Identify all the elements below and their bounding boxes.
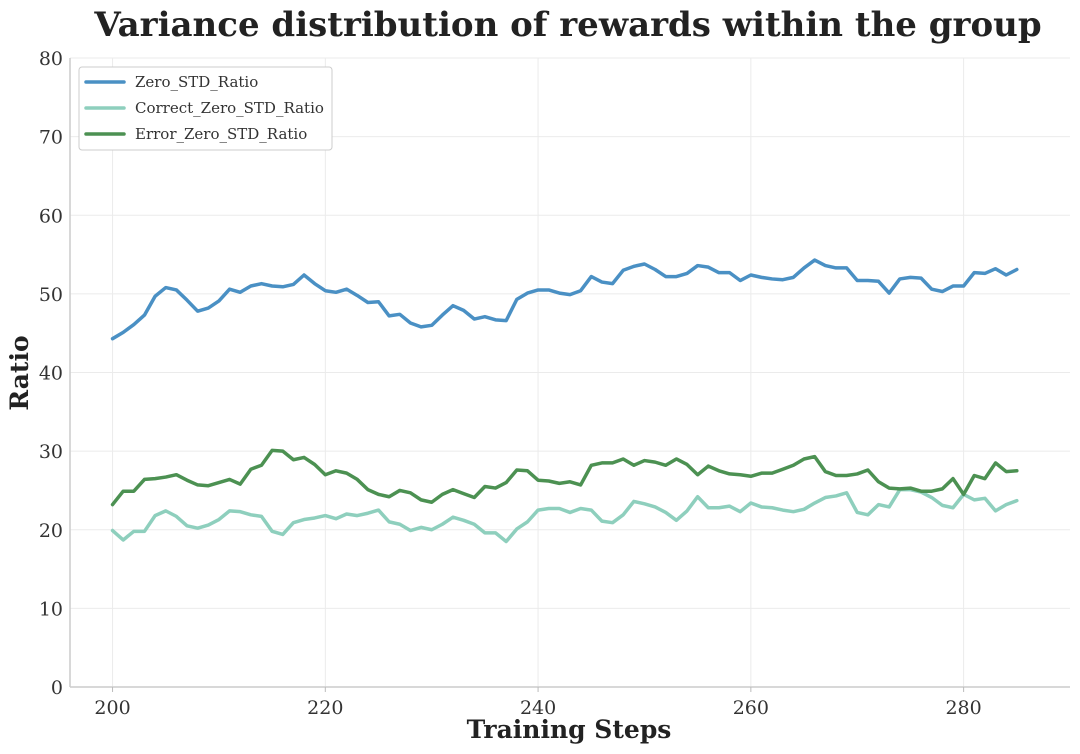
y-tick-label: 50 — [39, 284, 63, 306]
x-tick-label: 260 — [733, 697, 769, 719]
y-tick-label: 0 — [51, 677, 63, 699]
y-tick-label: 70 — [39, 127, 63, 149]
y-tick-label: 10 — [39, 598, 63, 620]
y-tick-label: 20 — [39, 520, 63, 542]
series-line-0 — [110, 258, 1019, 341]
x-tick-label: 200 — [94, 697, 130, 719]
legend: Zero_STD_Ratio Correct_Zero_STD_Ratio Erro… — [78, 66, 333, 151]
x-tick-label: 240 — [520, 697, 556, 719]
grid — [70, 57, 1070, 688]
y-tick-label: 60 — [39, 205, 63, 227]
legend-label-2: Error_Zero_STD_Ratio — [135, 125, 307, 143]
axes — [69, 58, 1070, 688]
y-tick-label: 40 — [39, 363, 63, 385]
x-axis-label: Training Steps — [467, 715, 672, 744]
series-line-1 — [110, 487, 1019, 544]
x-tick-label: 280 — [945, 697, 981, 719]
x-axis-ticks: 200 220 240 260 280 — [94, 687, 982, 719]
legend-label-0: Zero_STD_Ratio — [135, 73, 258, 91]
series-line-2 — [110, 448, 1019, 507]
chart-title: Variance distribution of rewards within … — [93, 5, 1041, 45]
legend-box — [78, 66, 333, 151]
y-tick-label: 30 — [39, 441, 63, 463]
y-tick-label: 80 — [39, 48, 63, 70]
series-lines — [110, 258, 1019, 544]
x-tick-label: 220 — [307, 697, 343, 719]
legend-label-1: Correct_Zero_STD_Ratio — [135, 99, 324, 117]
y-axis-ticks: 0 10 20 30 40 50 60 70 80 — [39, 48, 63, 699]
y-axis-label: Ratio — [5, 335, 34, 410]
